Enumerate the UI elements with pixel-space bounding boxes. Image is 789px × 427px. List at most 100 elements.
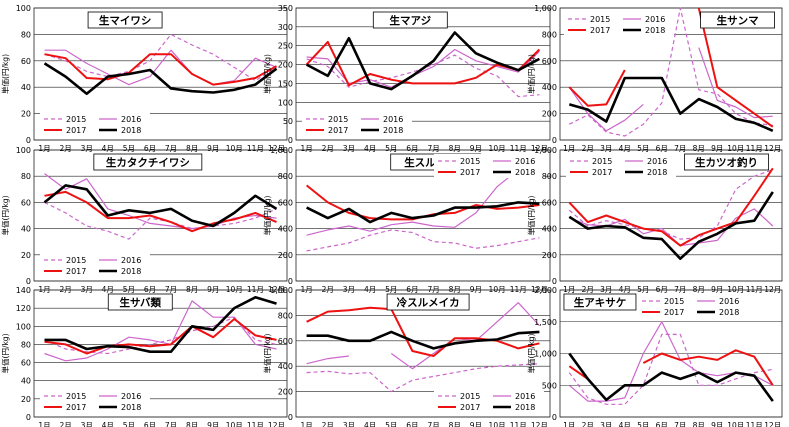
series-line-2015 [44, 201, 277, 240]
x-tick-label: 5月 [123, 421, 135, 427]
y-tick-label: 60 [21, 57, 31, 66]
series-line-2018 [43, 62, 278, 96]
legend-label: 2016 [383, 115, 403, 124]
x-tick-label: 1月 [563, 285, 575, 294]
legend: 2015 2016 2017 2018 [40, 253, 150, 277]
x-tick-label: 10月 [489, 421, 506, 427]
x-tick-label: 5月 [385, 421, 397, 427]
series-line-2017 [568, 349, 774, 386]
x-tick-label: 10月 [727, 421, 744, 427]
legend-box [434, 154, 544, 178]
chart-panel-7: 0 20 40 60 80 100 120 140 1月 2月 3月 4月 5月 6月 7月 8月 9月 10月 1… [0, 286, 288, 427]
y-tick-label: 200 [542, 251, 557, 260]
x-tick-label: 5月 [637, 421, 649, 427]
y-tick-label: 500 [542, 381, 557, 390]
x-tick-label: 3月 [81, 421, 93, 427]
x-tick-label: 12月 [531, 421, 548, 427]
legend-label: 2017 [66, 126, 86, 135]
x-tick-label: 2月 [59, 285, 71, 294]
legend-label: 2018 [383, 126, 403, 135]
y-tick-label: 100 [16, 4, 31, 13]
y-tick-label: 150 [278, 79, 293, 88]
x-tick-label: 6月 [406, 144, 418, 153]
x-tick-label: 9月 [207, 285, 219, 294]
series-line-2015 [44, 33, 277, 82]
x-tick-label: 5月 [123, 285, 135, 294]
x-tick-label: 8月 [693, 285, 705, 294]
chart-title: 生カツオ釣り [695, 156, 758, 169]
x-tick-label: 3月 [600, 285, 612, 294]
legend-label: 2016 [719, 297, 739, 306]
series-line-2018 [568, 191, 774, 260]
legend-label: 2015 [66, 392, 86, 401]
legend-label: 2016 [645, 15, 665, 24]
y-tick-label: 0 [552, 136, 557, 145]
legend-label: 2016 [647, 157, 667, 166]
plot-frame [33, 149, 288, 282]
y-axis-label: 単価(円/kg) [262, 195, 272, 235]
plot-frame [559, 149, 783, 282]
series-line-2018 [43, 184, 278, 228]
legend-label: 2016 [121, 256, 141, 265]
x-tick-label: 2月 [582, 421, 594, 427]
x-tick-label: 4月 [364, 421, 376, 427]
y-tick-label: 100 [16, 146, 31, 155]
x-tick-label: 11月 [247, 421, 264, 427]
series-line-2018 [568, 352, 774, 402]
legend-label: 2015 [664, 297, 684, 306]
legend-label: 2018 [121, 126, 141, 135]
legend-box [638, 294, 748, 318]
x-tick-label: 2月 [582, 285, 594, 294]
x-tick-label: 7月 [427, 144, 439, 153]
series-line-2018 [568, 76, 774, 132]
legend-label: 2015 [590, 15, 610, 24]
y-tick-label: 80 [21, 340, 31, 349]
x-tick-label: 7月 [674, 144, 686, 153]
plot-frame [295, 289, 551, 418]
series-line-2015 [569, 7, 773, 137]
chart-title-box [563, 293, 637, 311]
chart-panel-9: 0 500 1,000 1,500 2,000 1月 2月 3月 4月 5月 6月 7月 8月 9月 10月… [526, 286, 783, 427]
y-axis-label: 単価(円/kg) [0, 333, 10, 373]
x-tick-label: 1月 [300, 144, 312, 153]
x-tick-label: 7月 [165, 285, 177, 294]
legend-label: 2017 [664, 308, 684, 317]
x-tick-label: 5月 [123, 144, 135, 153]
legend-label: 2015 [460, 392, 480, 401]
y-axis-label: 単価(円/kg) [526, 333, 536, 373]
y-tick-label: 800 [278, 311, 293, 320]
x-tick-label: 2月 [322, 144, 334, 153]
x-tick-label: 9月 [711, 421, 723, 427]
chart-title: 生サンマ [717, 14, 759, 27]
series-line-2016 [306, 169, 540, 236]
legend-label: 2017 [460, 403, 480, 412]
x-tick-label: 11月 [510, 421, 527, 427]
plot-frame [559, 7, 783, 141]
x-tick-label: 1月 [300, 285, 312, 294]
y-tick-label: 0 [288, 277, 293, 286]
y-tick-label: 140 [16, 286, 31, 295]
y-tick-label: 200 [278, 388, 293, 397]
y-tick-label: 400 [278, 225, 293, 234]
y-tick-label: 200 [542, 110, 557, 119]
legend-label: 2015 [460, 157, 480, 166]
series-line-2018 [305, 31, 541, 91]
x-tick-label: 5月 [637, 144, 649, 153]
x-tick-label: 1月 [563, 421, 575, 427]
x-tick-label: 1月 [38, 144, 50, 153]
legend-label: 2018 [515, 168, 535, 177]
series-line-2015 [306, 363, 540, 393]
legend-label: 2017 [460, 168, 480, 177]
legend-label: 2018 [647, 168, 667, 177]
series-line-2016 [306, 302, 540, 370]
x-tick-label: 4月 [619, 421, 631, 427]
chart-title: 生マイワシ [99, 14, 152, 27]
x-tick-label: 8月 [449, 144, 461, 153]
x-tick-label: 10月 [226, 144, 243, 153]
x-tick-label: 12月 [531, 285, 548, 294]
x-tick-label: 6月 [656, 144, 668, 153]
y-tick-label: 600 [542, 198, 557, 207]
chart-title-box [372, 11, 448, 29]
chart-title: 生サバ類 [119, 296, 161, 309]
